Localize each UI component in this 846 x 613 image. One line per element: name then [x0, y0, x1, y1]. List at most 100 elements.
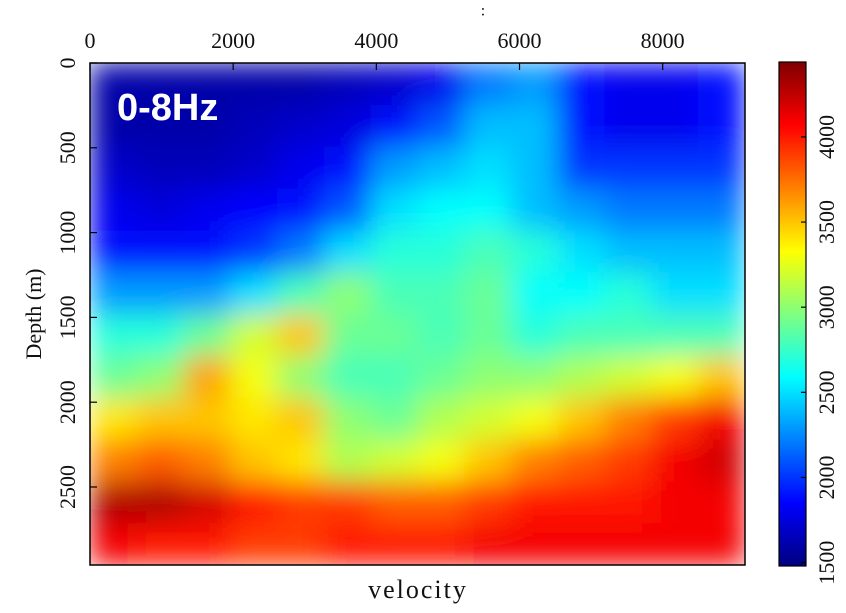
- x-axis-label: velocity: [368, 575, 468, 604]
- heat-cell: [90, 439, 138, 482]
- heat-cell: [698, 397, 745, 441]
- heat-cell: [277, 481, 325, 524]
- heat-cell: [323, 481, 372, 524]
- heat-cell: [417, 523, 465, 565]
- heat-cell: [698, 439, 745, 482]
- heat-cell: [323, 397, 372, 441]
- heat-cell: [557, 355, 606, 399]
- heat-cell: [323, 146, 372, 190]
- heat-cell: [511, 439, 559, 482]
- heat-cell: [183, 188, 231, 231]
- heat-cell: [464, 272, 512, 315]
- heat-cell: [464, 439, 512, 482]
- heat-cell: [90, 272, 138, 315]
- x-tick-label: 2000: [211, 28, 255, 53]
- heat-cell: [183, 439, 231, 482]
- heat-cell: [183, 523, 231, 565]
- heat-cell: [557, 314, 606, 357]
- heat-cell: [604, 314, 653, 357]
- heat-cell: [90, 146, 138, 190]
- heat-cell: [604, 523, 653, 565]
- heat-cell: [136, 481, 185, 524]
- heat-cell: [511, 63, 559, 106]
- y-axis-label: Depth (m): [21, 268, 46, 359]
- heat-cell: [604, 63, 653, 106]
- heat-cell: [651, 355, 699, 399]
- heat-cell: [90, 355, 138, 399]
- heat-cell: [230, 272, 278, 315]
- heat-cell: [230, 439, 278, 482]
- heat-cell: [511, 188, 559, 231]
- heat-cell: [323, 230, 372, 273]
- heat-cell: [277, 397, 325, 441]
- colorbar: [778, 61, 807, 567]
- heat-cell: [183, 397, 231, 441]
- heat-cell: [323, 104, 372, 148]
- heat-cell: [277, 63, 325, 106]
- heat-cell: [417, 439, 465, 482]
- heat-cell: [277, 439, 325, 482]
- heat-cell: [557, 146, 606, 190]
- heat-cell: [323, 188, 372, 231]
- heat-cell: [511, 397, 559, 441]
- heat-cell: [557, 188, 606, 231]
- heat-cell: [277, 230, 325, 273]
- heat-cell: [511, 481, 559, 524]
- heat-cell: [511, 523, 559, 565]
- colorbar-tick-label: 2000: [814, 455, 839, 499]
- heat-cell: [136, 272, 185, 315]
- heat-cell: [464, 188, 512, 231]
- x-tick-label: 6000: [498, 28, 542, 53]
- heat-cell: [557, 230, 606, 273]
- colorbar-tick-label: 3500: [814, 200, 839, 244]
- heat-cell: [651, 230, 699, 273]
- heat-cell: [557, 523, 606, 565]
- heat-cell: [370, 314, 419, 357]
- colorbar-tick-label: 2500: [814, 370, 839, 414]
- heat-cell: [464, 314, 512, 357]
- heat-cell: [698, 146, 745, 190]
- heat-cell: [230, 314, 278, 357]
- heat-cell: [511, 230, 559, 273]
- heat-cell: [604, 230, 653, 273]
- heat-cell: [136, 146, 185, 190]
- heat-cell: [698, 523, 745, 565]
- heat-cell: [651, 188, 699, 231]
- heat-cell: [323, 63, 372, 106]
- heat-cell: [511, 104, 559, 148]
- heat-cell: [464, 230, 512, 273]
- heat-cell: [417, 188, 465, 231]
- heat-cell: [698, 188, 745, 231]
- heat-cell: [183, 355, 231, 399]
- heat-cell: [370, 355, 419, 399]
- y-tick-label: 1500: [55, 295, 80, 339]
- heat-cell: [136, 104, 185, 148]
- heat-cell: [604, 272, 653, 315]
- heat-cell: [557, 481, 606, 524]
- heat-cell: [323, 272, 372, 315]
- heat-cell: [464, 355, 512, 399]
- heat-cell: [557, 397, 606, 441]
- heat-cell: [136, 439, 185, 482]
- heat-cell: [90, 481, 138, 524]
- heat-cell: [370, 272, 419, 315]
- heat-cell: [464, 146, 512, 190]
- heatmap: [90, 63, 745, 565]
- heat-cell: [230, 104, 278, 148]
- heat-cell: [698, 481, 745, 524]
- heat-cell: [604, 355, 653, 399]
- heat-cell: [136, 188, 185, 231]
- heat-cell: [557, 104, 606, 148]
- heat-cell: [464, 523, 512, 565]
- plot-frame: [89, 62, 746, 566]
- heat-cell: [604, 104, 653, 148]
- heat-cell: [370, 481, 419, 524]
- heat-cell: [417, 146, 465, 190]
- heat-cell: [370, 63, 419, 106]
- heat-cell: [90, 314, 138, 357]
- heat-cell: [136, 355, 185, 399]
- heat-cell: [277, 355, 325, 399]
- heat-cell: [183, 230, 231, 273]
- heat-cell: [370, 188, 419, 231]
